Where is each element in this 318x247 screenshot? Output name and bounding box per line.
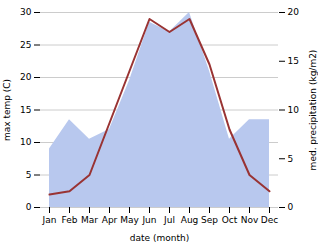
svg-text:Jun: Jun xyxy=(141,215,156,225)
svg-text:date (month): date (month) xyxy=(130,233,189,243)
svg-text:25: 25 xyxy=(20,40,31,50)
svg-text:Mar: Mar xyxy=(81,215,98,225)
svg-text:5: 5 xyxy=(288,154,294,164)
svg-text:10: 10 xyxy=(20,137,32,147)
svg-text:Oct: Oct xyxy=(222,215,238,225)
svg-text:Jan: Jan xyxy=(42,215,57,225)
svg-text:15: 15 xyxy=(20,105,31,115)
svg-text:5: 5 xyxy=(26,170,32,180)
svg-text:Apr: Apr xyxy=(102,215,118,225)
svg-text:Feb: Feb xyxy=(62,215,78,225)
svg-text:Jul: Jul xyxy=(163,215,175,225)
svg-text:med. precipitation (kg/m2): med. precipitation (kg/m2) xyxy=(308,50,318,171)
svg-text:10: 10 xyxy=(288,105,300,115)
svg-text:Dec: Dec xyxy=(261,215,278,225)
svg-text:20: 20 xyxy=(20,72,32,82)
svg-text:May: May xyxy=(120,215,139,225)
svg-text:Aug: Aug xyxy=(181,215,199,225)
svg-text:20: 20 xyxy=(288,7,300,17)
svg-text:15: 15 xyxy=(288,56,299,66)
svg-text:Sep: Sep xyxy=(201,215,218,225)
svg-text:0: 0 xyxy=(26,202,32,212)
svg-text:0: 0 xyxy=(288,202,294,212)
svg-text:max temp (C): max temp (C) xyxy=(2,79,12,141)
svg-text:30: 30 xyxy=(20,7,32,17)
svg-text:Nov: Nov xyxy=(241,215,259,225)
